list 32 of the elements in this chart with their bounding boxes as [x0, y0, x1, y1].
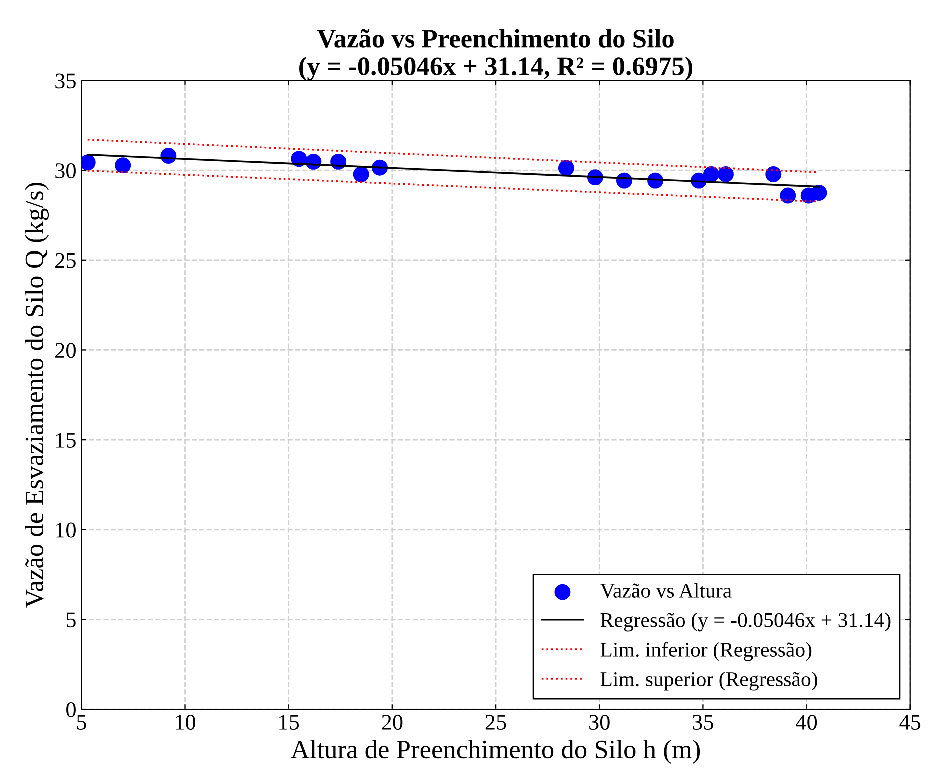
y-axis-title: Vazão de Esvaziamento do Silo Q (kg/s)	[25, 183, 50, 608]
y-tick-label: 5	[66, 612, 76, 628]
point	[115, 158, 132, 174]
point	[704, 166, 720, 183]
x-tick-label: 10	[176, 715, 196, 730]
legend-label: Vazão vs Altura	[600, 583, 732, 598]
y-tick-label: 30	[56, 164, 76, 179]
y-tick-label: 10	[56, 522, 76, 538]
x-tick-label: 45	[900, 715, 921, 730]
chart-title: Vazão vs Preenchimento do Silo (y = -0.05046x + 31.14, R² = 0.6975)	[300, 29, 693, 81]
y-tick-label: 25	[56, 253, 76, 268]
point	[766, 166, 782, 183]
x-tick-label: 40	[796, 715, 818, 730]
point	[353, 166, 370, 183]
x-tick-label: 25	[486, 715, 506, 730]
point	[558, 160, 574, 176]
y-tick-label: 0	[66, 702, 76, 718]
x-tick-label: 5	[77, 715, 86, 730]
x-axis-title: Altura de Preenchimento do Silo h (m)	[291, 740, 700, 764]
x-tick-label: 20	[382, 715, 403, 730]
y-tick-label: 15	[56, 433, 76, 448]
x-tick-label: 35	[693, 715, 714, 730]
x-tick-label: 15	[280, 715, 300, 730]
y-tick-label: 35	[56, 74, 76, 89]
point	[718, 166, 734, 183]
legend-label: Regressão (y = -0.05046x + 31.14)	[600, 612, 891, 632]
legend-label: Lim. superior (Regressão)	[600, 672, 818, 691]
y-tick-label: 20	[56, 343, 76, 358]
x-tick-label: 30	[590, 715, 610, 730]
point	[811, 185, 828, 202]
point	[780, 188, 796, 204]
legend-label: Lim. inferior (Regressão)	[600, 642, 812, 662]
